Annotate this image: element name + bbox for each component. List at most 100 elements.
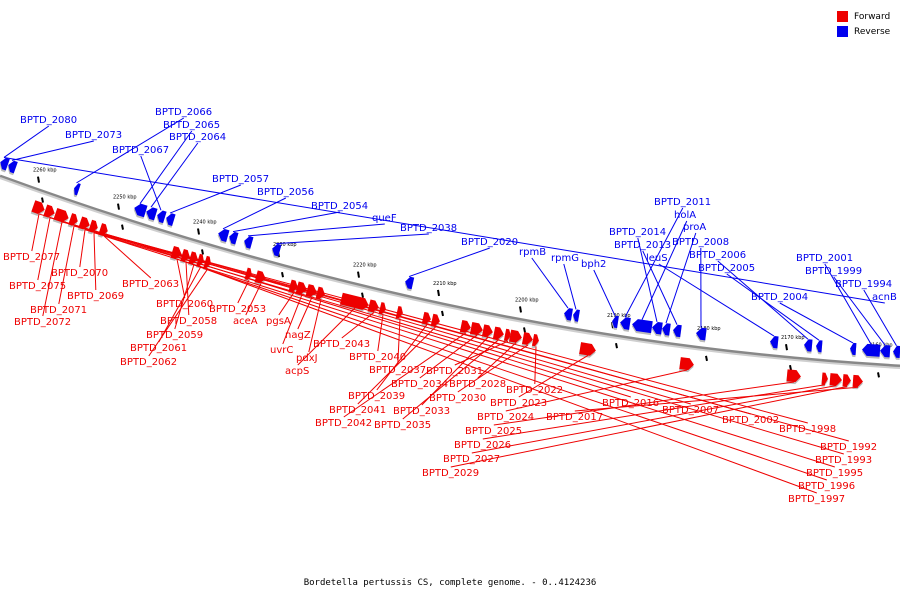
reverse-gene-arrow [861,343,881,359]
gene-body [481,324,493,338]
gene-body [652,321,663,335]
gene-body [612,315,619,329]
legend: Forward Reverse [837,9,890,39]
reverse-gene-arrow [133,203,148,220]
axis-tick [357,271,360,278]
label-leader-line [863,289,897,347]
gene-body [632,319,653,334]
forward-gene-arrow [503,328,511,344]
label-leader-line [176,258,827,481]
axis-minor-tick [441,310,444,317]
label-leader-line [408,247,490,278]
reverse-gene-arrow [892,345,900,360]
gene-label: BPTD_2016 [602,398,659,409]
reverse-gene-arrow [661,323,671,338]
gene-body [508,329,522,343]
gene-label: BPTD_2028 [449,379,506,390]
gene-body [620,317,631,330]
forward-gene-arrow [521,332,533,347]
gene-body [804,339,813,352]
gene-label: BPTD_2041 [329,405,386,416]
gene-body [218,229,230,242]
genome-backbone [0,174,900,368]
gene-label: BPTD_2054 [311,201,368,212]
axis-minor-tick [361,292,364,298]
gene-body [8,160,18,174]
gene-body [579,342,596,356]
label-leader-line [624,207,684,318]
gene-body [43,204,55,218]
legend-forward: Forward [837,9,890,24]
gene-body [679,357,694,371]
gene-label: BPTD_2013 [614,240,671,251]
label-leader-line [150,142,199,208]
gene-body [405,276,415,290]
axis-tick [37,176,40,183]
label-leader-line [493,381,795,426]
label-leader-line [185,261,817,494]
gene-label: aceA [233,316,258,327]
gene-label: BPTD_2039 [348,391,405,402]
gene-label: BPTD_2001 [796,253,853,264]
gene-body [229,231,239,245]
gene-label: BPTD_2025 [465,426,522,437]
label-leader-line [3,156,885,304]
reverse-gene-arrow [879,345,891,360]
gene-body [68,213,78,226]
label-leader-line [169,184,241,214]
gene-label: BPTD_2030 [429,393,486,404]
gene-body [521,332,533,345]
reverse-gene-arrow [145,207,158,223]
gene-label: holA [674,210,696,221]
gene-body [696,327,707,341]
reverse-gene-arrow [803,339,813,354]
forward-gene-arrow [852,374,863,390]
reverse-gene-arrow [769,336,779,351]
forward-gene-arrow [821,372,828,387]
gene-label: BPTD_1994 [835,279,892,290]
reverse-gene-arrow [563,308,573,323]
label-leader-line [11,140,94,161]
reverse-gene-arrow [672,324,682,340]
gene-body [53,207,69,223]
label-leader-line [824,263,872,345]
gene-label: BPTD_2075 [9,281,66,292]
gene-body [146,207,158,221]
label-leader-line [574,386,859,412]
genome-backbone-shadow [0,177,900,369]
label-leader-line [454,340,509,366]
label-leader-line [185,261,190,316]
gene-label: BPTD_2056 [257,187,314,198]
label-leader-line [237,279,250,304]
label-leader-line [531,257,569,309]
gene-body [573,309,580,322]
gene-label: BPTD_2071 [30,305,87,316]
axis-minor-tick [615,343,618,349]
gene-label: BPTD_2072 [14,317,71,328]
label-leader-line [658,263,775,337]
reverse-gene-arrow [156,210,167,226]
gene-body [0,157,10,171]
gene-body [459,319,471,333]
gene-label: BPTD_2037 [369,365,426,376]
gene-label: BPTD_2038 [400,223,457,234]
gene-label: BPTD_2035 [374,420,431,431]
label-leader-line [73,225,808,424]
gene-label: BPTD_1997 [788,494,845,505]
gene-body [852,374,863,388]
axis-minor-tick [523,327,526,333]
gene-label: BPTD_2020 [461,237,518,248]
label-leader-line [641,220,688,320]
axis-tick [197,228,200,235]
gene-body [305,284,317,297]
gene-body [272,243,282,257]
gene-label: BPTD_2063 [122,279,179,290]
gene-label: BPTD_2059 [146,330,203,341]
gene-label: BPTD_2057 [212,174,269,185]
label-leader-line [103,235,835,468]
forward-gene-arrow [842,374,851,389]
gene-body [166,213,176,226]
axis-minor-tick [705,355,708,362]
gene-body [786,369,801,383]
